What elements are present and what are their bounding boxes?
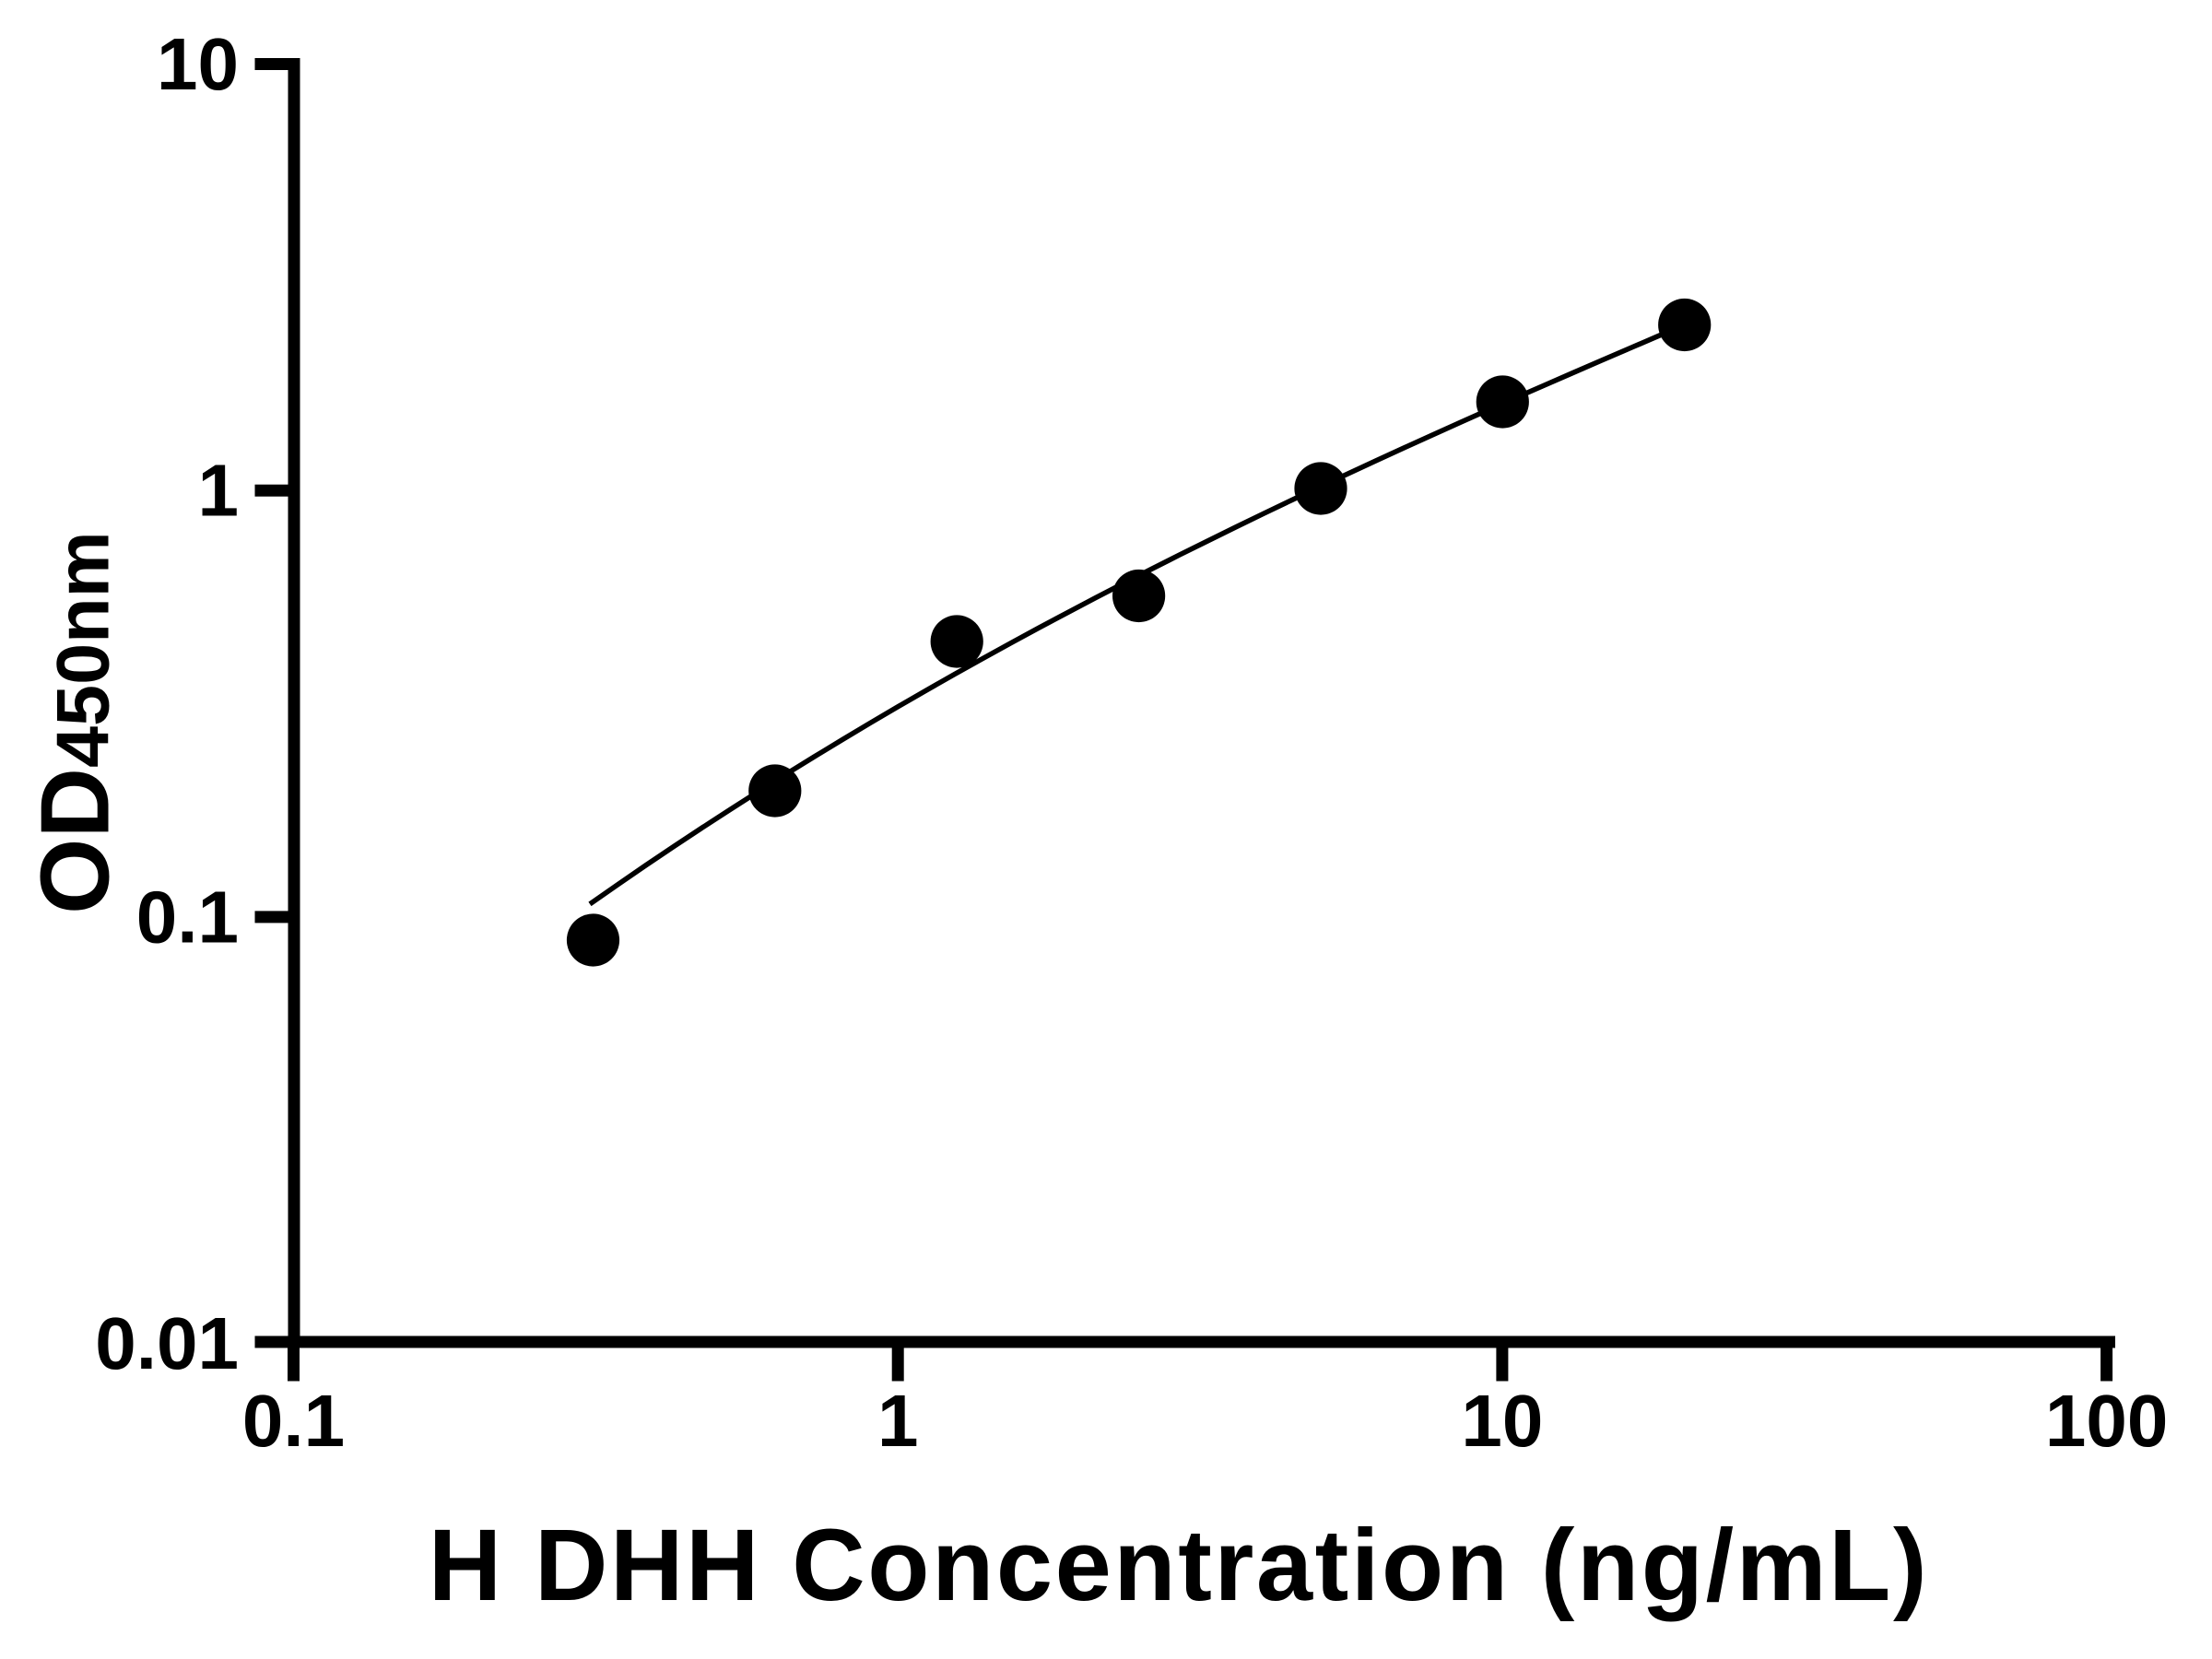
svg-text:10: 10 <box>1461 1380 1543 1462</box>
svg-text:10: 10 <box>157 23 239 105</box>
svg-text:H DHH Concentration (ng/mL): H DHH Concentration (ng/mL) <box>429 1509 1929 1622</box>
svg-text:1: 1 <box>198 450 240 532</box>
svg-text:1: 1 <box>877 1380 919 1462</box>
svg-text:0.1: 0.1 <box>136 876 239 958</box>
svg-text:0.1: 0.1 <box>242 1380 345 1462</box>
svg-text:100: 100 <box>2045 1380 2168 1462</box>
svg-text:0.01: 0.01 <box>95 1302 239 1384</box>
